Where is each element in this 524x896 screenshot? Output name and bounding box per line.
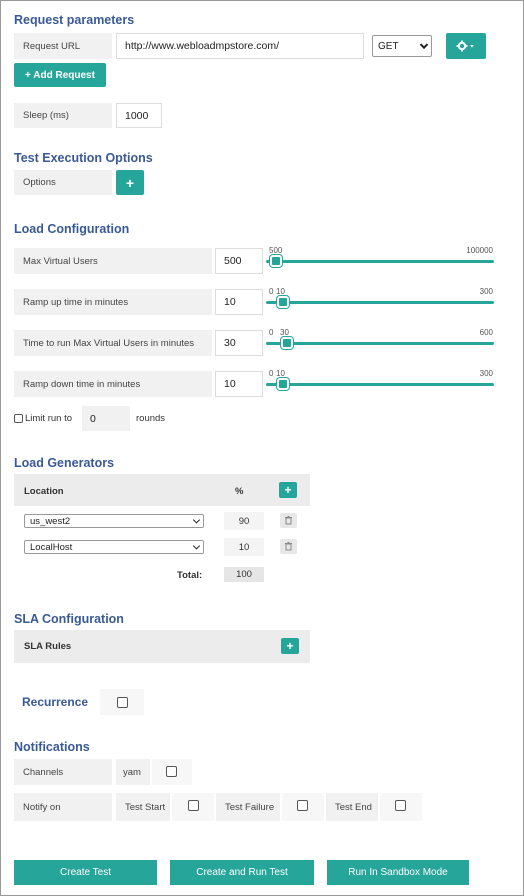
channels-label: Channels (14, 759, 112, 785)
load-config-label: Max Virtual Users (14, 248, 212, 274)
add-generator-button[interactable]: + (279, 482, 297, 498)
delete-generator-button[interactable] (280, 513, 297, 528)
slider-thumb[interactable] (270, 255, 282, 267)
load-config-label: Ramp down time in minutes (14, 371, 212, 397)
slider-current-label: 10 (276, 287, 285, 296)
generator-location-value: LocalHost (30, 541, 73, 553)
rounds-label: rounds (136, 413, 166, 424)
slider-min-label: 0 (269, 287, 274, 296)
generator-location-select[interactable]: LocalHost (24, 540, 204, 554)
load-config-slider[interactable]: 500 100000 (266, 246, 494, 272)
slider-min-label: 0 (269, 328, 274, 337)
test-end-label: Test End (326, 793, 378, 821)
col-location-header: Location (24, 486, 64, 497)
sleep-input[interactable]: 1000 (116, 103, 162, 128)
slider-min-label: 0 (269, 369, 274, 378)
slider-track (266, 383, 494, 386)
load-generators-heading: Load Generators (14, 456, 115, 470)
load-config-label: Time to run Max Virtual Users in minutes (14, 330, 212, 356)
slider-max-label: 300 (479, 369, 493, 378)
settings-dropdown-button[interactable] (446, 33, 486, 59)
slider-max-label: 100000 (466, 246, 493, 255)
recurrence-label: Recurrence (22, 695, 89, 709)
generator-location-value: us_west2 (30, 515, 71, 527)
trash-icon (285, 516, 292, 525)
total-value: 100 (224, 567, 264, 582)
recurrence-checkbox[interactable] (117, 697, 128, 708)
slider-thumb[interactable] (281, 337, 293, 349)
options-label: Options (14, 170, 112, 195)
col-percent-header: % (235, 486, 244, 497)
add-sla-rule-button[interactable]: + (281, 638, 299, 654)
notify-on-label: Notify on (14, 793, 112, 821)
test-failure-checkbox[interactable] (297, 800, 308, 811)
slider-current-label: 10 (276, 369, 285, 378)
slider-min-label: 500 (269, 246, 283, 255)
slider-track (266, 301, 494, 304)
generators-table-header (14, 474, 310, 506)
test-start-checkbox[interactable] (188, 800, 199, 811)
load-config-input[interactable]: 10 (215, 289, 263, 315)
chevron-down-icon (192, 542, 201, 550)
request-parameters-heading: Request parameters (14, 13, 135, 27)
load-config-input[interactable]: 500 (215, 248, 263, 274)
chevron-down-icon (419, 40, 429, 50)
test-end-checkbox[interactable] (395, 800, 406, 811)
run-sandbox-button[interactable]: Run In Sandbox Mode (327, 860, 469, 885)
sla-rules-bar (14, 630, 310, 663)
test-start-label: Test Start (116, 793, 170, 821)
slider-thumb[interactable] (277, 296, 289, 308)
trash-icon (285, 542, 292, 551)
create-and-run-button[interactable]: Create and Run Test (170, 860, 314, 885)
chevron-down-icon (192, 516, 201, 524)
load-configuration-heading: Load Configuration (14, 222, 130, 236)
add-request-button[interactable]: + Add Request (14, 63, 106, 87)
slider-max-label: 600 (479, 328, 493, 337)
sla-configuration-heading: SLA Configuration (14, 612, 124, 626)
request-url-input[interactable]: http://www.webloadmpstore.com/ (116, 33, 364, 59)
load-config-input[interactable]: 30 (215, 330, 263, 356)
generator-percent-input[interactable]: 90 (224, 512, 264, 530)
method-value: GET (378, 40, 399, 52)
generator-percent-input[interactable]: 10 (224, 538, 264, 556)
test-failure-label: Test Failure (216, 793, 280, 821)
sla-rules-label: SLA Rules (24, 641, 72, 652)
slider-current-label: 30 (280, 328, 289, 337)
load-config-input[interactable]: 10 (215, 371, 263, 397)
sleep-label: Sleep (ms) (14, 103, 112, 128)
slider-track (266, 260, 494, 263)
slider-track (266, 342, 494, 345)
load-config-slider[interactable]: 0 10 300 (266, 287, 494, 313)
slider-thumb[interactable] (277, 378, 289, 390)
channel-yam-label: yam (116, 759, 150, 785)
limit-run-checkbox[interactable] (14, 414, 23, 423)
generator-location-select[interactable]: us_west2 (24, 514, 204, 528)
load-config-slider[interactable]: 0 10 300 (266, 369, 494, 395)
test-execution-heading: Test Execution Options (14, 151, 153, 165)
load-config-label: Ramp up time in minutes (14, 289, 212, 315)
add-option-button[interactable]: + (116, 170, 144, 195)
delete-generator-button[interactable] (280, 539, 297, 554)
gear-icon (456, 40, 474, 52)
channel-yam-checkbox[interactable] (166, 766, 177, 777)
request-url-label: Request URL (14, 33, 112, 59)
slider-max-label: 300 (479, 287, 493, 296)
create-test-button[interactable]: Create Test (14, 860, 157, 885)
notifications-heading: Notifications (14, 740, 90, 754)
limit-run-input[interactable]: 0 (82, 406, 130, 431)
limit-run-label: Limit run to (25, 413, 72, 424)
load-config-slider[interactable]: 0 30 600 (266, 328, 494, 354)
total-label: Total: (177, 570, 203, 581)
method-select[interactable]: GET (372, 35, 432, 57)
